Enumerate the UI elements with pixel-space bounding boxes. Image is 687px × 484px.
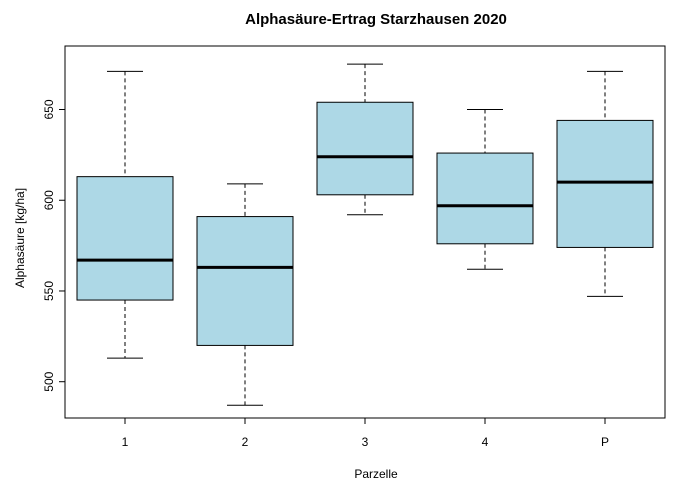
box-4	[436, 152, 534, 245]
y-axis-label: Alphasäure [kg/ha]	[13, 188, 27, 288]
chart-title: Alphasäure-Ertrag Starzhausen 2020	[245, 11, 507, 28]
y-axis: 500 550 600 650	[42, 99, 65, 392]
x-axis-label: Parzelle	[354, 467, 398, 481]
box-3	[316, 101, 414, 196]
y-tick-label-500: 500	[42, 371, 56, 391]
x-tick-label-1: 1	[122, 435, 129, 449]
box-P	[556, 119, 654, 248]
box-1	[76, 176, 174, 301]
box-group-3	[316, 63, 414, 216]
box-2	[196, 216, 294, 346]
box-group-4	[436, 109, 534, 270]
y-tick-label-550: 550	[42, 281, 56, 301]
box-group-1	[76, 70, 174, 359]
box-group-P	[556, 70, 654, 297]
x-tick-label-4: 4	[482, 435, 489, 449]
box-group-2	[196, 183, 294, 406]
x-tick-label-P: P	[601, 435, 609, 449]
x-axis: 1 2 3 4 P	[122, 418, 609, 449]
x-tick-label-3: 3	[362, 435, 369, 449]
y-tick-label-650: 650	[42, 99, 56, 119]
x-tick-label-2: 2	[242, 435, 249, 449]
boxes	[76, 63, 654, 406]
y-tick-label-600: 600	[42, 190, 56, 210]
